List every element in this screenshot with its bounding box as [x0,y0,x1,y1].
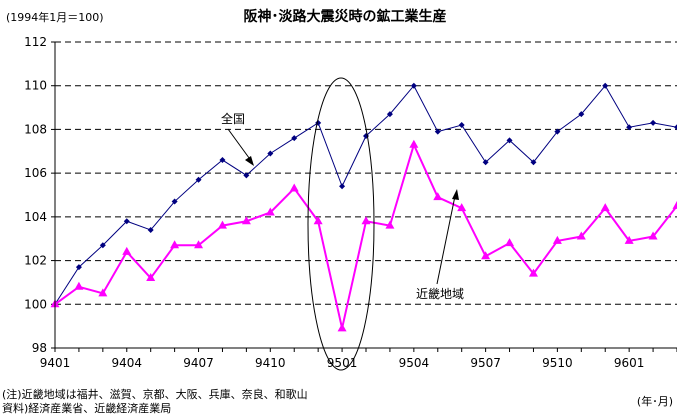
x-tick-label: 9401 [40,356,71,370]
arrow-kinki-line [436,195,456,285]
data-point-kinki [170,240,180,249]
data-point-kinki [481,251,491,260]
data-point-national [458,122,465,129]
data-point-national [243,172,250,179]
data-point-national [650,119,657,126]
x-tick-label: 9504 [399,356,430,370]
data-point-kinki [457,203,467,212]
data-point-national [171,198,178,205]
x-tick-label: 9407 [183,356,214,370]
data-point-national [506,137,513,144]
series-group [50,82,677,332]
y-tick-label: 104 [24,210,47,224]
data-point-national [147,226,154,233]
arrow-national-line [227,128,253,163]
data-point-kinki [505,238,515,247]
data-point-national [99,242,106,249]
x-tick-label: 9404 [111,356,142,370]
arrow-national-head [245,156,254,166]
data-point-kinki [194,240,204,249]
y-tick-label: 108 [24,122,47,136]
data-point-national [195,176,202,183]
data-point-kinki [265,207,275,216]
x-tick-label: 9510 [542,356,573,370]
gridlines [55,41,677,305]
data-point-national [267,150,274,157]
y-tick-label: 102 [24,254,47,268]
data-point-national [482,159,489,166]
data-point-national [75,264,82,271]
data-point-kinki [337,323,347,332]
data-point-kinki [672,200,677,209]
x-axis-ticks: 9401 9404 9407 9410 9501 9504 9507 9510 9601 [40,348,677,370]
chart-title: 阪神･淡路大震災時の鉱工業生産 [244,8,447,25]
data-point-kinki [313,216,323,225]
x-tick-label: 9410 [255,356,286,370]
data-point-kinki [600,203,610,212]
data-point-national [291,135,298,142]
data-point-kinki [241,216,251,225]
data-point-national [219,157,226,164]
data-point-kinki [385,220,395,229]
data-point-national [626,124,633,131]
data-point-national [530,159,537,166]
y-axis-ticks: 98 100 102 104 106 108 110 112 [24,35,55,355]
data-point-kinki [576,231,586,240]
chart-subtitle: (1994年1月＝100) [6,10,104,24]
data-point-national [123,218,130,225]
arrow-kinki-head [452,189,459,200]
footnote-region: (注)近畿地域は福井、滋賀、京都、大阪、兵庫、奈良、和歌山 [2,387,308,401]
data-point-kinki [552,235,562,244]
y-tick-label: 110 [24,79,47,93]
legend-label-national: 全国 [221,111,245,126]
x-tick-label: 9507 [470,356,501,370]
x-axis-unit-label: (年･月) [637,394,673,408]
y-tick-label: 106 [24,166,47,180]
data-point-national [602,82,609,89]
legend-label-kinki: 近畿地域 [416,287,464,301]
data-point-national [339,183,346,190]
data-point-national [434,128,441,135]
earthquake-highlight-ellipse [307,77,375,371]
data-point-national [410,82,417,89]
data-point-national [386,111,393,118]
x-tick-label: 9601 [614,356,645,370]
footnote-source: 資料)経済産業省、近畿経済産業局 [2,401,171,415]
data-point-kinki [217,220,227,229]
data-point-national [578,111,585,118]
data-point-kinki [74,281,84,290]
data-point-national [674,124,677,131]
data-point-kinki [146,273,156,282]
axes [54,42,677,349]
data-point-kinki [528,268,538,277]
y-tick-label: 98 [32,341,47,355]
series-line-national [54,84,677,305]
data-point-kinki [409,139,419,148]
data-point-kinki [289,183,299,192]
data-point-kinki [648,231,658,240]
data-point-kinki [98,288,108,297]
data-point-kinki [122,246,132,255]
data-point-kinki [433,192,443,201]
y-tick-label: 100 [24,297,47,311]
y-tick-label: 112 [24,35,47,49]
data-point-kinki [624,235,634,244]
data-point-national [554,128,561,135]
data-point-kinki [361,216,371,225]
